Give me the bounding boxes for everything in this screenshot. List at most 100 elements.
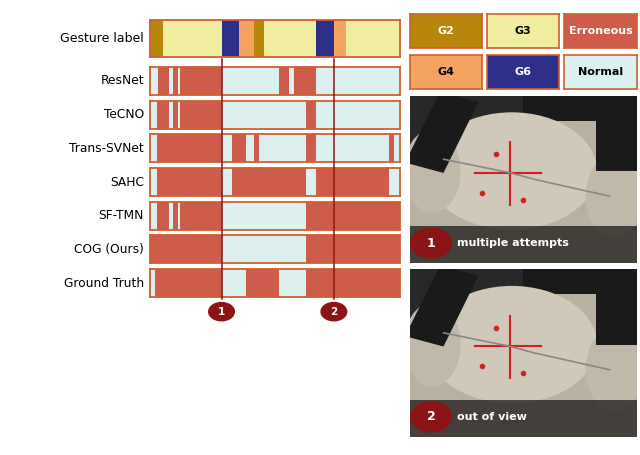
Text: Trans-SVNet: Trans-SVNet [69, 142, 144, 155]
Bar [221, 202, 307, 230]
Bar [289, 67, 294, 95]
Bar [157, 134, 221, 162]
Bar [178, 202, 180, 230]
Bar [307, 269, 400, 297]
Bar [157, 168, 221, 196]
Bar [150, 101, 157, 129]
Text: 1: 1 [427, 237, 436, 250]
Bar [254, 134, 259, 162]
Text: Erroneous: Erroneous [569, 26, 632, 35]
Bar [150, 235, 221, 263]
Bar [169, 101, 173, 129]
Text: 2: 2 [427, 410, 436, 423]
Text: G6: G6 [515, 67, 532, 76]
Bar [150, 134, 157, 162]
Bar [158, 67, 169, 95]
Bar [150, 202, 157, 230]
Bar [221, 168, 232, 196]
Bar [246, 269, 279, 297]
Bar [316, 101, 400, 129]
Bar [279, 269, 307, 297]
Bar [307, 235, 400, 263]
Ellipse shape [427, 112, 597, 230]
Bar [596, 87, 640, 171]
Bar [388, 134, 394, 162]
Bar [316, 67, 400, 95]
Bar [346, 20, 400, 57]
Text: G3: G3 [515, 26, 532, 35]
Bar [410, 294, 637, 437]
Bar [316, 20, 334, 57]
Bar [294, 67, 316, 95]
Bar [279, 67, 289, 95]
Bar [156, 269, 221, 297]
Bar [150, 269, 156, 297]
Bar [334, 20, 346, 57]
Text: SAHC: SAHC [110, 176, 144, 188]
Text: 1: 1 [218, 307, 225, 317]
Text: out of view: out of view [458, 412, 527, 422]
Bar [410, 96, 524, 171]
Text: Gesture label: Gesture label [60, 32, 144, 45]
Bar [410, 226, 637, 263]
Bar [150, 20, 163, 57]
Bar [173, 101, 178, 129]
Text: 2: 2 [330, 307, 337, 317]
Bar [221, 20, 239, 57]
Bar [221, 134, 232, 162]
Ellipse shape [586, 154, 640, 238]
Text: multiple attempts: multiple attempts [458, 238, 569, 248]
Text: Normal: Normal [578, 67, 623, 76]
Ellipse shape [404, 303, 461, 386]
Bar [246, 134, 254, 162]
Bar [178, 101, 180, 129]
Bar [180, 101, 221, 129]
Bar [221, 235, 307, 263]
Bar [316, 134, 388, 162]
Text: SF-TMN: SF-TMN [99, 209, 144, 222]
Bar [221, 269, 246, 297]
Bar [254, 20, 264, 57]
Text: G2: G2 [437, 26, 454, 35]
Bar [173, 67, 178, 95]
Ellipse shape [586, 328, 640, 412]
Bar [405, 265, 479, 347]
Bar [232, 134, 246, 162]
Bar [150, 168, 157, 196]
Text: COG (Ours): COG (Ours) [74, 243, 144, 256]
Bar [221, 101, 307, 129]
Bar [264, 20, 316, 57]
Bar [596, 261, 640, 344]
Bar [410, 400, 637, 437]
Bar [180, 202, 221, 230]
Bar [169, 202, 173, 230]
Bar [410, 269, 524, 344]
Bar [232, 168, 307, 196]
Bar [388, 168, 400, 196]
Bar [239, 20, 254, 57]
Bar [178, 67, 180, 95]
Text: Ground Truth: Ground Truth [64, 277, 144, 289]
Bar [180, 67, 221, 95]
Bar [163, 20, 221, 57]
Bar [394, 134, 400, 162]
Ellipse shape [404, 129, 461, 213]
Text: G4: G4 [437, 67, 454, 76]
Bar [316, 168, 388, 196]
Bar [307, 168, 316, 196]
Text: ResNet: ResNet [100, 75, 144, 87]
Ellipse shape [427, 286, 597, 403]
Text: TeCNO: TeCNO [104, 108, 144, 121]
Bar [307, 101, 316, 129]
Bar [173, 202, 178, 230]
Bar [307, 202, 400, 230]
Bar [410, 121, 637, 263]
Circle shape [411, 402, 452, 432]
Bar [259, 134, 307, 162]
Circle shape [411, 228, 452, 258]
Bar [150, 67, 158, 95]
Bar [221, 67, 279, 95]
Bar [307, 134, 316, 162]
Bar [405, 92, 479, 173]
Bar [157, 101, 169, 129]
